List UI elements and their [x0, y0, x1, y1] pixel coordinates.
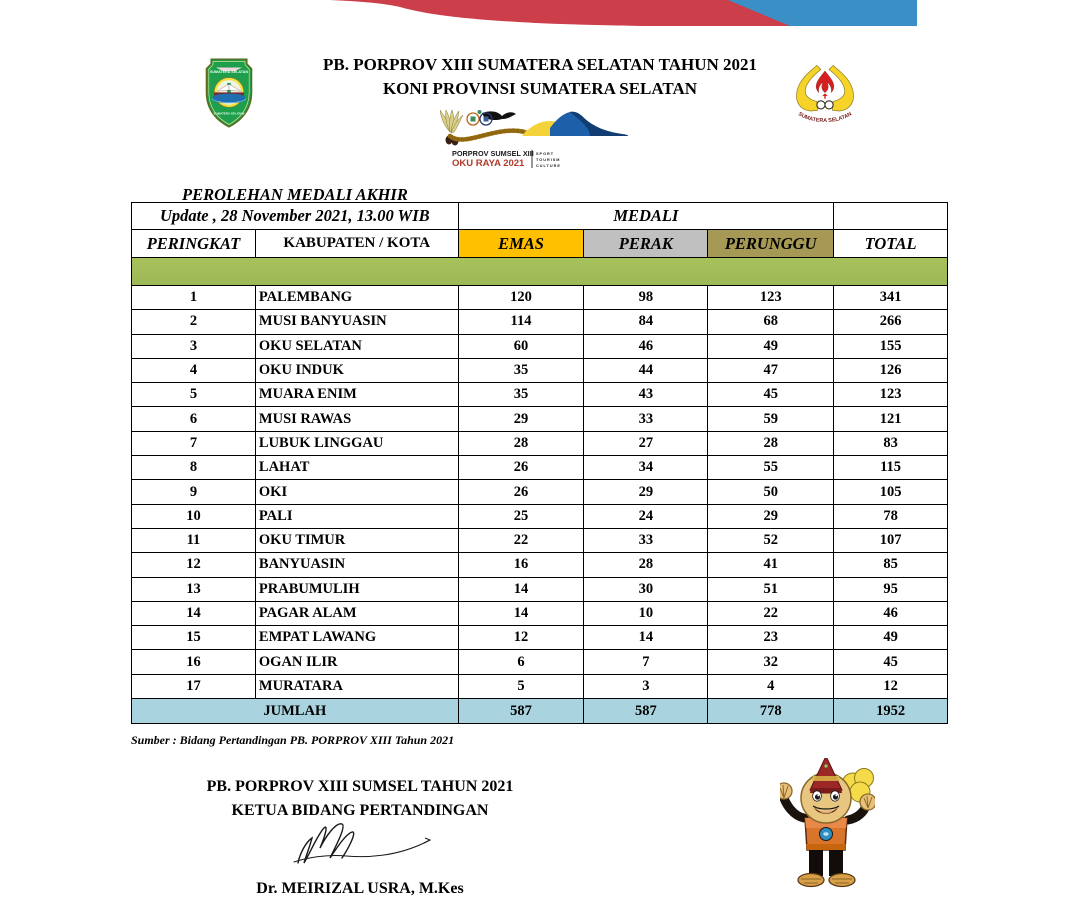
svg-text:TOURISM: TOURISM	[536, 158, 560, 162]
svg-text:CULTURE: CULTURE	[536, 164, 561, 168]
svg-text:SPORT: SPORT	[536, 152, 554, 156]
svg-text:OKU RAYA 2021: OKU RAYA 2021	[452, 158, 525, 169]
svg-text:SUMATERA SELATAN: SUMATERA SELATAN	[214, 111, 245, 115]
svg-text:PORPROV SUMSEL XIII: PORPROV SUMSEL XIII	[452, 149, 534, 158]
svg-text:SUMATERA SELATAN: SUMATERA SELATAN	[797, 111, 853, 124]
svg-text:SUMATERA SELATAN: SUMATERA SELATAN	[210, 70, 248, 74]
